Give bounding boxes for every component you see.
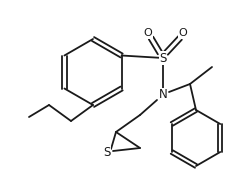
Text: N: N: [159, 88, 167, 101]
Text: O: O: [144, 28, 152, 38]
Text: S: S: [103, 146, 111, 159]
Text: S: S: [159, 51, 167, 64]
Text: O: O: [179, 28, 187, 38]
